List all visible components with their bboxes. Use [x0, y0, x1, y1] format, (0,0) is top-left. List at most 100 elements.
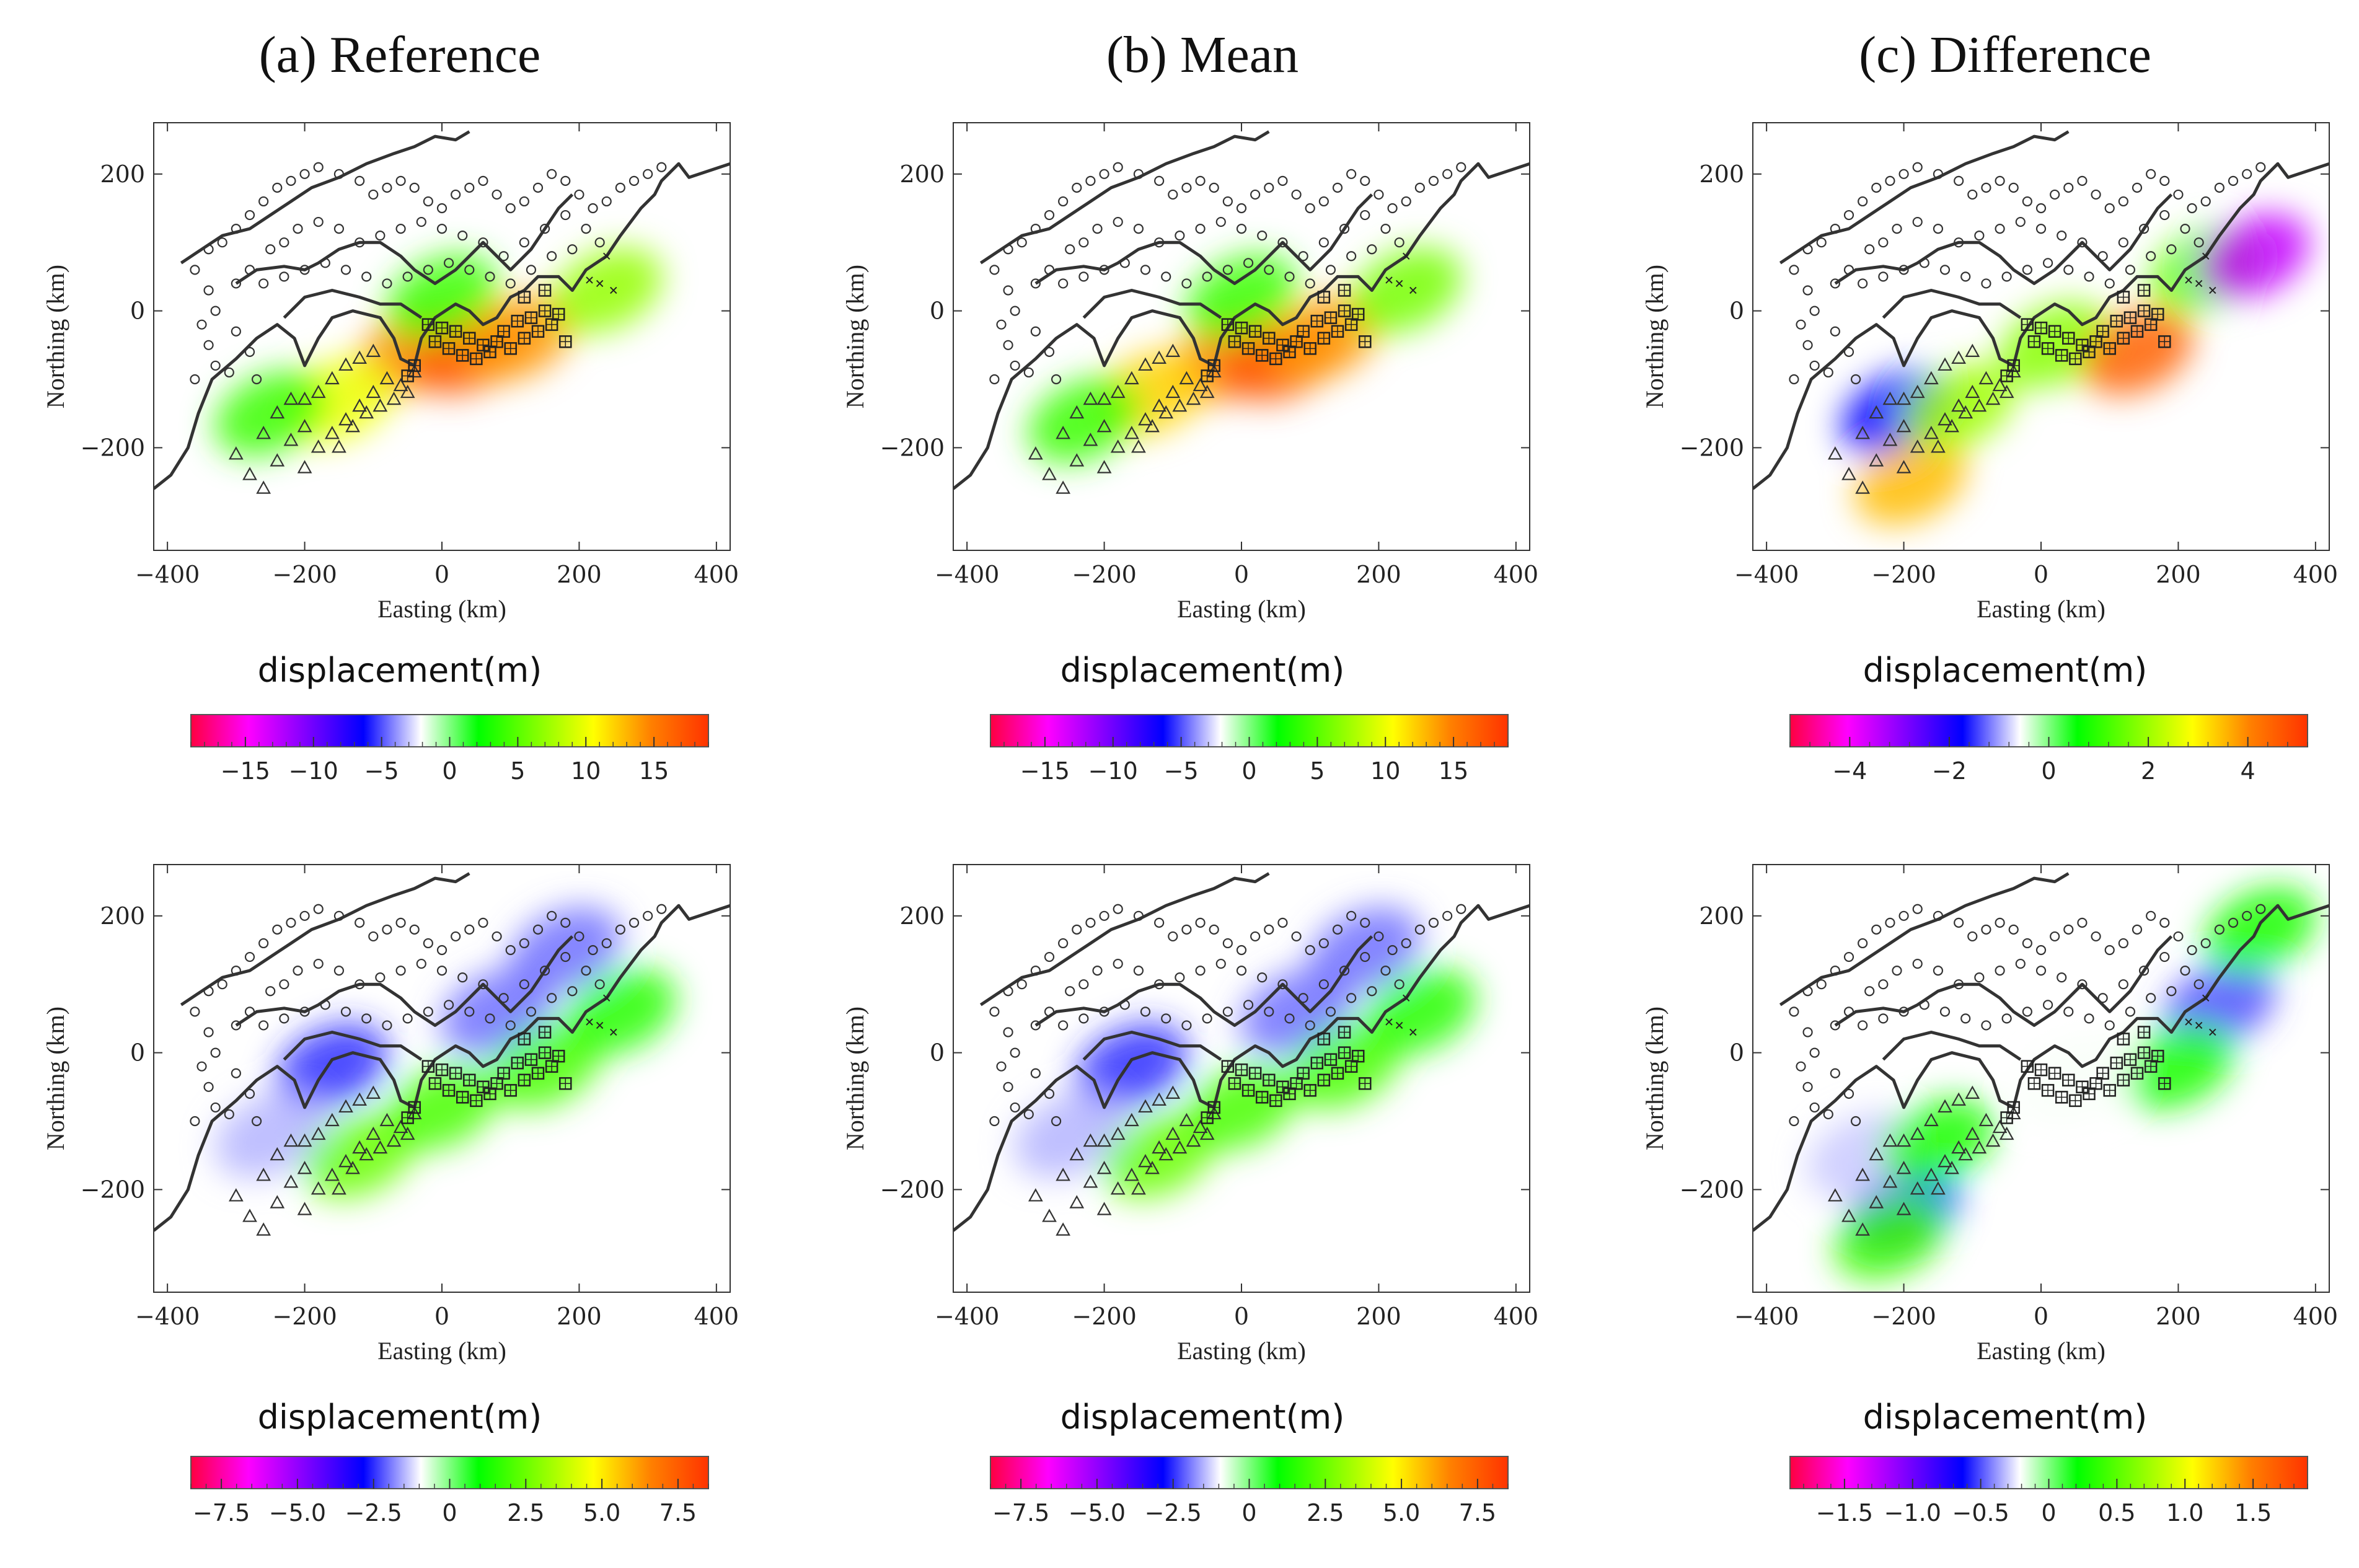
x-tick-label: 400 [2293, 1303, 2339, 1330]
station-circle [1995, 224, 2005, 234]
x-tick-label: 200 [557, 561, 602, 588]
station-square-cross [539, 305, 551, 317]
station-triangle [1186, 391, 1201, 405]
station-circle [1830, 278, 1840, 289]
station-circle [299, 265, 310, 275]
station-cross [1385, 276, 1393, 284]
coastline-path [979, 130, 1270, 265]
station-square-cross [2138, 1026, 2150, 1038]
station-circle [1380, 966, 1391, 976]
station-square-cross [1359, 336, 1371, 348]
station-triangle [1972, 1140, 1987, 1154]
station-cross [2185, 276, 2192, 284]
station-circle [1113, 904, 1123, 914]
station-circle [2180, 966, 2190, 976]
station-square-cross [2104, 1085, 2115, 1096]
station-triangle [1083, 391, 1098, 405]
station-triangle [270, 1195, 285, 1209]
colorbar-label-2-1: displacement(m) [257, 1398, 542, 1437]
station-circle [989, 265, 1000, 275]
station-circle [1119, 1000, 1130, 1010]
coastline-path [953, 162, 1530, 490]
y-tick-label: 0 [1729, 297, 1744, 325]
station-circle [258, 196, 269, 207]
station-circle [1830, 1068, 1840, 1078]
station-circle [2146, 251, 2156, 262]
station-circle [1809, 1047, 1820, 1058]
station-square-cross [505, 1085, 516, 1096]
station-circle [2015, 958, 2026, 969]
station-square-cross [2028, 336, 2040, 348]
station-square-cross [2021, 319, 2033, 330]
station-triangle [1069, 1147, 1085, 1161]
station-circle [2084, 271, 2094, 282]
station-circle [996, 1061, 1007, 1072]
station-square-cross [2090, 1078, 2102, 1090]
station-circle [1871, 924, 1882, 935]
station-square-cross [1236, 1064, 1247, 1076]
station-circle [375, 231, 386, 241]
colorbar-tick-label: −5 [364, 757, 399, 785]
station-circle [196, 1061, 207, 1072]
station-triangle [1896, 1133, 1911, 1147]
station-circle [560, 917, 571, 928]
station-circle [1030, 1020, 1041, 1031]
station-circle [244, 346, 255, 357]
y-tick-label: 0 [130, 1039, 145, 1067]
station-circle [1401, 196, 1411, 207]
station-triangle [1938, 357, 1952, 371]
station-circle [1802, 244, 1813, 255]
station-circle [2228, 917, 2239, 928]
station-square-cross [511, 315, 523, 327]
station-triangle [1124, 1112, 1139, 1127]
station-square-cross [2138, 284, 2150, 296]
station-square-cross [2090, 336, 2102, 348]
station-triangle [352, 398, 368, 412]
station-circle [1816, 237, 1827, 248]
x-tick-label: 400 [1494, 561, 1539, 588]
heatmap-blob [276, 1023, 388, 1109]
station-circle [547, 251, 557, 262]
station-square-cross [1325, 312, 1336, 324]
station-triangle [1145, 1161, 1160, 1174]
column-title-c: (c) Difference [1859, 26, 2151, 84]
station-square-cross [422, 319, 434, 330]
colorbar-tick-label: −5 [1164, 757, 1199, 785]
station-circle [1892, 966, 1902, 976]
station-circle [643, 910, 653, 921]
station-circle [478, 979, 488, 990]
heatmap-blob [1075, 1023, 1188, 1109]
station-triangle [1992, 377, 2008, 392]
station-square-cross [1208, 359, 1220, 371]
station-circle [457, 972, 468, 983]
station-triangle [1869, 405, 1884, 419]
station-circle [1346, 251, 1357, 262]
station-triangle [1965, 1126, 1980, 1140]
station-circle [1298, 251, 1308, 262]
stations [1789, 162, 2266, 494]
station-circle [436, 224, 448, 234]
station-square-cross [553, 309, 565, 320]
station-circle [628, 917, 640, 928]
station-circle [293, 224, 303, 234]
station-square-cross [429, 1078, 441, 1090]
station-circle [2214, 924, 2225, 935]
station-circle [333, 224, 345, 234]
station-circle [355, 917, 365, 928]
station-square-cross [1222, 1060, 1233, 1072]
station-circle [1030, 224, 1041, 234]
station-triangle [379, 1112, 395, 1127]
station-circle [436, 203, 448, 214]
station-circle [2050, 189, 2060, 200]
station-square-cross [464, 1074, 475, 1086]
station-circle [361, 1013, 372, 1024]
station-triangle [332, 1181, 346, 1195]
station-triangle [1869, 1147, 1884, 1161]
station-circle [2042, 258, 2053, 268]
station-circle [1058, 278, 1069, 289]
coastline [1753, 872, 2329, 1232]
station-circle [2077, 237, 2088, 248]
station-circle [574, 931, 584, 942]
station-square-cross [2145, 319, 2157, 330]
station-square-cross [408, 359, 420, 371]
